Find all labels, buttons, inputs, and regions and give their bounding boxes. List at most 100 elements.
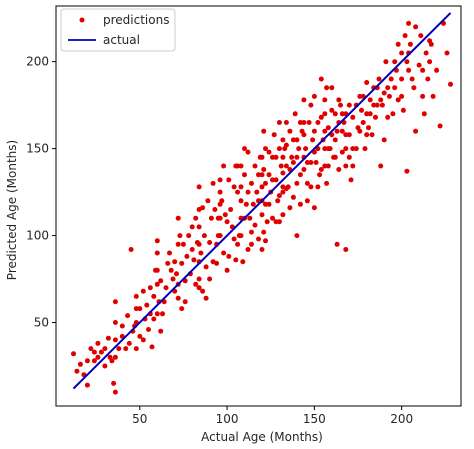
prediction-point-127 [416, 62, 422, 68]
prediction-point-196 [252, 163, 258, 169]
prediction-point-176 [212, 207, 218, 212]
prediction-point-94 [318, 114, 324, 120]
prediction-point-22 [137, 333, 143, 339]
x-tick-label-50: 50 [132, 412, 147, 426]
prediction-point-267 [399, 76, 405, 82]
prediction-point-194 [249, 241, 254, 247]
actual-line-layer [72, 12, 452, 390]
prediction-point-286 [259, 247, 265, 252]
prediction-point-255 [362, 146, 368, 152]
prediction-point-222 [297, 201, 303, 207]
prediction-point-14 [112, 320, 118, 325]
prediction-point-77 [276, 146, 282, 152]
prediction-point-129 [423, 50, 429, 56]
prediction-point-268 [400, 107, 406, 113]
prediction-point-21 [133, 306, 139, 312]
prediction-point-292 [280, 189, 286, 195]
prediction-point-224 [301, 97, 307, 103]
prediction-point-237 [324, 180, 330, 186]
prediction-point-164 [189, 224, 195, 230]
prediction-point-128 [420, 93, 426, 99]
prediction-point-48 [203, 264, 209, 270]
prediction-point-236 [322, 111, 328, 117]
prediction-point-249 [346, 102, 352, 108]
legend-predictions-label: predictions [103, 13, 169, 27]
prediction-point-190 [242, 172, 247, 178]
prediction-point-215 [285, 184, 291, 190]
y-axis-ticks: 50 100 150 200 [26, 55, 56, 330]
prediction-point-347 [154, 267, 160, 273]
prediction-point-85 [294, 137, 300, 143]
prediction-point-87 [297, 120, 303, 125]
prediction-point-97 [325, 163, 331, 169]
prediction-point-70 [261, 229, 267, 235]
prediction-point-336 [259, 172, 265, 178]
prediction-point-187 [236, 233, 242, 239]
prediction-point-212 [280, 212, 286, 218]
prediction-point-325 [427, 38, 433, 44]
prediction-point-31 [158, 328, 164, 334]
prediction-point-281 [238, 163, 244, 169]
prediction-point-156 [170, 276, 176, 282]
prediction-point-103 [343, 247, 349, 252]
prediction-point-201 [261, 128, 267, 134]
prediction-point-319 [385, 85, 391, 91]
prediction-point-160 [179, 260, 185, 266]
prediction-point-314 [360, 120, 366, 125]
prediction-point-46 [196, 184, 202, 190]
prediction-point-207 [271, 132, 277, 138]
prediction-point-233 [317, 172, 323, 178]
prediction-point-309 [339, 111, 345, 117]
prediction-point-18 [126, 340, 132, 346]
prediction-point-353 [112, 354, 118, 360]
prediction-point-39 [180, 241, 186, 247]
prediction-point-260 [376, 76, 382, 82]
prediction-point-123 [404, 168, 410, 174]
prediction-point-56 [224, 219, 230, 225]
prediction-point-299 [304, 198, 310, 204]
x-tick-label-100: 100 [216, 412, 239, 426]
prediction-point-135 [91, 349, 97, 355]
prediction-point-298 [301, 132, 307, 138]
prediction-point-220 [294, 180, 300, 186]
prediction-point-96 [324, 85, 330, 91]
prediction-point-175 [210, 180, 216, 186]
prediction-point-152 [158, 278, 164, 284]
prediction-point-171 [203, 295, 209, 301]
prediction-point-1 [74, 368, 80, 374]
prediction-point-345 [343, 163, 349, 169]
prediction-point-243 [334, 128, 340, 134]
prediction-point-238 [325, 125, 331, 131]
prediction-point-98 [329, 107, 335, 113]
prediction-point-59 [231, 236, 237, 242]
prediction-point-264 [390, 111, 396, 117]
prediction-point-182 [226, 177, 232, 183]
prediction-point-283 [245, 189, 251, 195]
y-tick-label-50: 50 [34, 316, 49, 330]
prediction-point-67 [252, 222, 258, 228]
prediction-point-136 [95, 340, 101, 346]
prediction-point-13 [112, 389, 118, 395]
prediction-point-110 [366, 125, 371, 131]
prediction-point-232 [315, 120, 321, 125]
prediction-point-307 [332, 154, 338, 160]
prediction-point-120 [395, 41, 401, 47]
prediction-point-261 [379, 102, 385, 108]
prediction-point-288 [266, 201, 272, 207]
y-axis-label: Predicted Age (Months) [5, 140, 19, 280]
prediction-point-312 [350, 163, 356, 169]
prediction-point-148 [147, 285, 153, 291]
prediction-point-111 [367, 111, 373, 117]
prediction-point-198 [256, 236, 261, 242]
prediction-point-217 [289, 154, 295, 160]
prediction-point-113 [374, 102, 380, 108]
prediction-point-80 [280, 170, 286, 176]
prediction-point-250 [348, 177, 354, 183]
prediction-point-331 [217, 215, 223, 221]
prediction-point-105 [350, 114, 356, 120]
prediction-point-244 [336, 167, 342, 172]
prediction-point-172 [205, 198, 211, 204]
prediction-point-245 [338, 102, 343, 108]
prediction-point-321 [399, 93, 405, 99]
prediction-point-104 [346, 154, 352, 160]
